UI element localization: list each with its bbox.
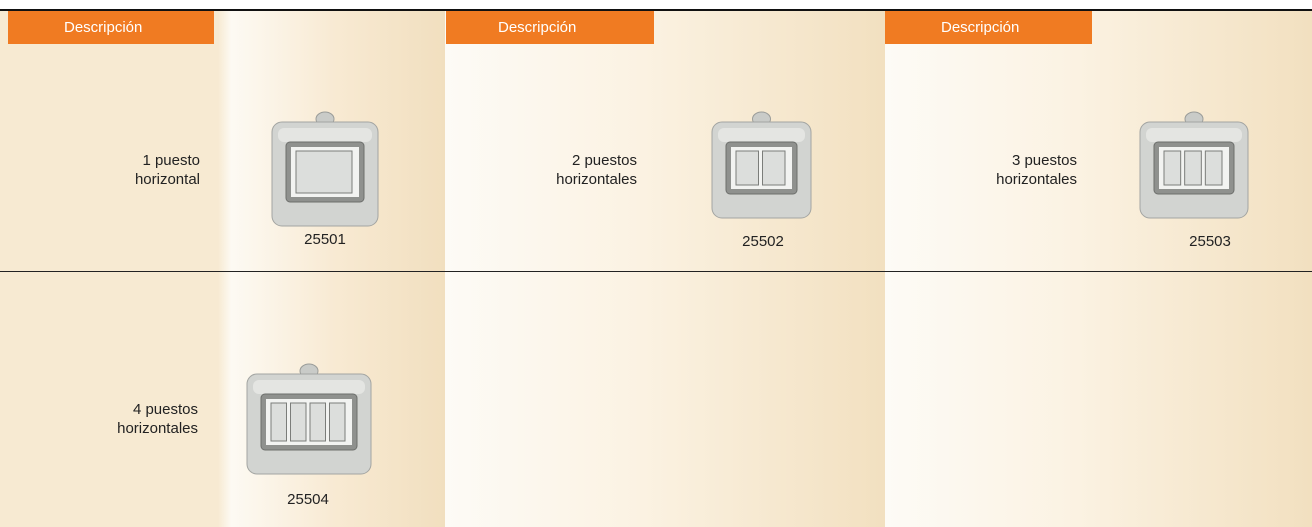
description-line: horizontales [996, 171, 1077, 188]
product-description: 2 puestos horizontales [437, 151, 637, 189]
product-code: 25503 [1189, 233, 1231, 250]
product-code: 25504 [287, 491, 329, 508]
column-bg [0, 11, 445, 527]
product-description: 1 puesto horizontal [0, 151, 200, 189]
product-code: 25502 [742, 233, 784, 250]
column-bg [885, 11, 1312, 527]
product-image [271, 111, 379, 227]
header-tab: Descripción [8, 11, 214, 44]
header-tab: Descripción [446, 11, 654, 44]
description-line: 1 puesto [142, 152, 200, 169]
description-line: horizontales [117, 420, 198, 437]
row-rule [0, 271, 1312, 272]
description-line: 3 puestos [1011, 152, 1077, 169]
description-line: horizontal [134, 171, 200, 188]
product-description: 4 puestos horizontales [0, 400, 198, 438]
column-bg [445, 11, 885, 527]
product-image [711, 111, 812, 219]
product-description: 3 puestos horizontales [877, 151, 1077, 189]
header-tab: Descripción [885, 11, 1092, 44]
product-image [246, 363, 372, 475]
product-image [1139, 111, 1249, 219]
description-line: horizontales [556, 171, 637, 188]
product-code: 25501 [304, 231, 346, 248]
description-line: 4 puestos [132, 401, 198, 418]
top-rule [0, 9, 1312, 11]
description-line: 2 puestos [571, 152, 637, 169]
